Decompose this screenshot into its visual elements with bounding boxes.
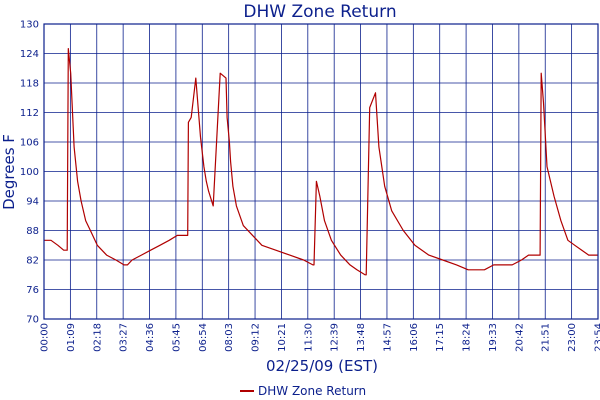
x-tick-label: 19:33 — [488, 323, 499, 352]
x-tick-label: 13:48 — [356, 323, 367, 352]
y-axis-title: Degrees F — [0, 134, 18, 210]
x-tick-label: 18:24 — [462, 323, 473, 352]
y-tick-label: 124 — [20, 49, 39, 60]
y-tick-label: 106 — [20, 138, 39, 149]
y-tick-label: 100 — [20, 167, 39, 178]
x-tick-label: 01:09 — [66, 323, 77, 352]
legend-label: DHW Zone Return — [258, 384, 366, 398]
x-tick-label: 11:30 — [303, 323, 314, 352]
chart-title: DHW Zone Return — [243, 2, 396, 22]
y-tick-label: 130 — [20, 20, 39, 31]
x-tick-label: 06:54 — [198, 323, 209, 352]
x-axis-title: 02/25/09 (EST) — [266, 357, 378, 375]
y-axis-ticks: 70 76 82 88 94 100 106 112 118 124 130 — [20, 20, 39, 326]
series-layer — [44, 47, 598, 276]
y-tick-label: 82 — [26, 256, 39, 267]
x-tick-label: 23:00 — [567, 323, 578, 352]
x-tick-label: 16:06 — [409, 323, 420, 352]
x-tick-label: 03:27 — [119, 323, 130, 352]
x-tick-label: 20:42 — [514, 323, 525, 352]
x-tick-label: 14:57 — [382, 323, 393, 352]
x-tick-label: 17:15 — [435, 323, 446, 352]
y-tick-label: 70 — [26, 315, 39, 326]
x-tick-label: 02:18 — [92, 323, 103, 352]
y-tick-label: 118 — [20, 79, 39, 90]
x-tick-label: 21:51 — [541, 323, 552, 352]
x-tick-label: 10:21 — [277, 323, 288, 352]
x-tick-label: 05:45 — [171, 323, 182, 352]
y-tick-label: 88 — [26, 226, 39, 237]
x-axis-ticks: 00:00 01:09 02:18 03:27 04:36 05:45 06:54 08:03… — [40, 323, 600, 352]
x-tick-label: 23:54 — [594, 323, 600, 352]
x-tick-label: 04:36 — [145, 323, 156, 352]
x-tick-label: 09:12 — [251, 323, 262, 352]
y-tick-label: 76 — [26, 285, 39, 296]
series-line — [44, 47, 598, 276]
x-tick-label: 12:39 — [330, 323, 341, 352]
x-tick-label: 00:00 — [40, 323, 51, 352]
y-tick-label: 94 — [26, 197, 39, 208]
x-tick-label: 08:03 — [224, 323, 235, 352]
y-tick-label: 112 — [20, 108, 39, 119]
plot-frame — [43, 23, 599, 320]
